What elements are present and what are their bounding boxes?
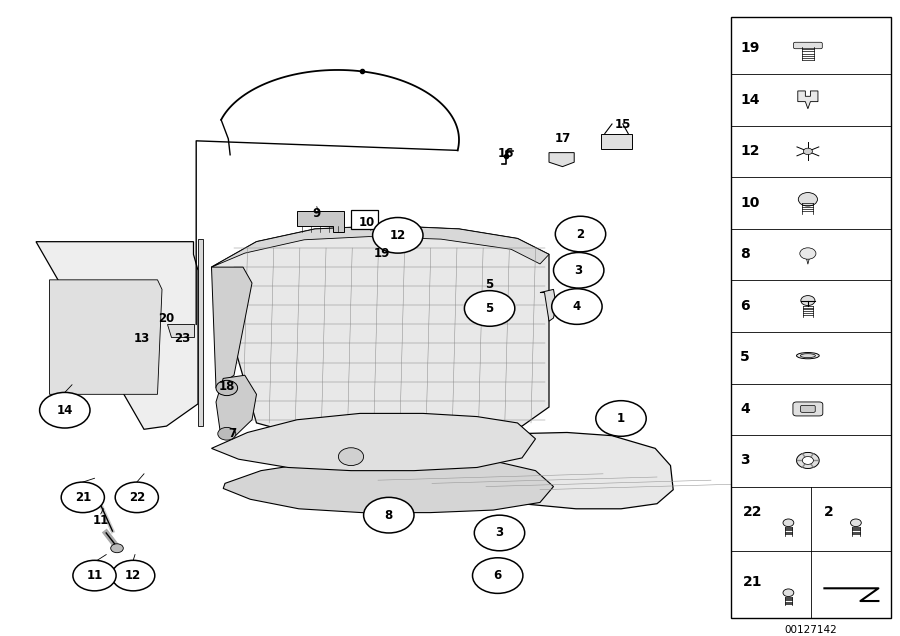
Circle shape xyxy=(73,560,116,591)
Circle shape xyxy=(555,216,606,252)
FancyBboxPatch shape xyxy=(793,402,823,416)
Polygon shape xyxy=(212,413,536,471)
Text: 3: 3 xyxy=(574,264,583,277)
Circle shape xyxy=(472,558,523,593)
Text: 2: 2 xyxy=(576,228,585,240)
Polygon shape xyxy=(216,375,256,439)
Circle shape xyxy=(218,427,236,440)
Text: 8: 8 xyxy=(384,509,393,522)
Text: 12: 12 xyxy=(390,229,406,242)
Polygon shape xyxy=(806,256,810,264)
Circle shape xyxy=(796,452,819,469)
Text: 22: 22 xyxy=(742,505,762,519)
Polygon shape xyxy=(36,242,198,429)
Circle shape xyxy=(40,392,90,428)
Circle shape xyxy=(554,252,604,288)
Text: 13: 13 xyxy=(134,332,150,345)
Circle shape xyxy=(850,519,861,527)
Circle shape xyxy=(112,560,155,591)
FancyBboxPatch shape xyxy=(800,405,815,412)
Ellipse shape xyxy=(796,352,819,359)
Text: 21: 21 xyxy=(75,491,91,504)
Text: 23: 23 xyxy=(174,332,190,345)
Polygon shape xyxy=(212,267,252,388)
Text: 4: 4 xyxy=(572,300,581,313)
Text: 9: 9 xyxy=(312,207,321,219)
Circle shape xyxy=(464,291,515,326)
Circle shape xyxy=(216,380,238,396)
Text: 14: 14 xyxy=(57,404,73,417)
Text: 11: 11 xyxy=(86,569,103,582)
Text: 20: 20 xyxy=(158,312,175,324)
Polygon shape xyxy=(223,458,554,513)
Polygon shape xyxy=(297,211,344,232)
FancyBboxPatch shape xyxy=(794,42,823,49)
Text: 19: 19 xyxy=(374,247,390,259)
Text: 00127142: 00127142 xyxy=(785,625,838,635)
FancyBboxPatch shape xyxy=(731,17,891,618)
Text: 14: 14 xyxy=(740,93,760,107)
Polygon shape xyxy=(549,153,574,167)
Polygon shape xyxy=(212,226,549,442)
Polygon shape xyxy=(166,324,194,337)
Text: 10: 10 xyxy=(740,196,760,210)
Polygon shape xyxy=(601,134,632,149)
Ellipse shape xyxy=(800,354,815,357)
Text: 17: 17 xyxy=(554,132,571,145)
Text: 6: 6 xyxy=(740,299,750,313)
Polygon shape xyxy=(351,210,378,229)
Text: 21: 21 xyxy=(742,575,762,589)
Polygon shape xyxy=(50,280,162,394)
Text: 5: 5 xyxy=(484,278,493,291)
Text: 8: 8 xyxy=(740,247,750,261)
Text: 15: 15 xyxy=(615,118,631,130)
Text: 1: 1 xyxy=(616,412,625,425)
Text: 7: 7 xyxy=(228,427,237,440)
Circle shape xyxy=(552,289,602,324)
Circle shape xyxy=(802,457,814,464)
Circle shape xyxy=(115,482,158,513)
Text: 5: 5 xyxy=(740,350,750,364)
Circle shape xyxy=(91,492,104,501)
Circle shape xyxy=(111,544,123,553)
Circle shape xyxy=(338,448,364,466)
Text: 10: 10 xyxy=(359,216,375,229)
Polygon shape xyxy=(797,91,818,109)
Text: 19: 19 xyxy=(740,41,760,55)
Circle shape xyxy=(783,519,794,527)
Text: 16: 16 xyxy=(498,148,514,160)
Circle shape xyxy=(801,296,814,305)
Polygon shape xyxy=(540,289,556,321)
Polygon shape xyxy=(198,238,202,426)
Polygon shape xyxy=(338,432,673,509)
Text: 12: 12 xyxy=(125,569,141,582)
Text: 6: 6 xyxy=(493,569,502,582)
Circle shape xyxy=(364,497,414,533)
Text: 3: 3 xyxy=(740,453,750,467)
Circle shape xyxy=(61,482,104,513)
Polygon shape xyxy=(212,226,549,267)
Text: 4: 4 xyxy=(740,402,750,416)
Text: 5: 5 xyxy=(485,302,494,315)
Text: 12: 12 xyxy=(740,144,760,158)
Circle shape xyxy=(474,515,525,551)
Text: 2: 2 xyxy=(824,505,833,519)
Text: 18: 18 xyxy=(219,380,235,393)
Circle shape xyxy=(800,248,816,259)
Circle shape xyxy=(783,589,794,597)
Circle shape xyxy=(596,401,646,436)
Circle shape xyxy=(373,218,423,253)
Text: 11: 11 xyxy=(93,514,109,527)
Circle shape xyxy=(798,193,817,206)
Text: 22: 22 xyxy=(129,491,145,504)
Circle shape xyxy=(804,148,813,155)
Text: 3: 3 xyxy=(495,527,504,539)
